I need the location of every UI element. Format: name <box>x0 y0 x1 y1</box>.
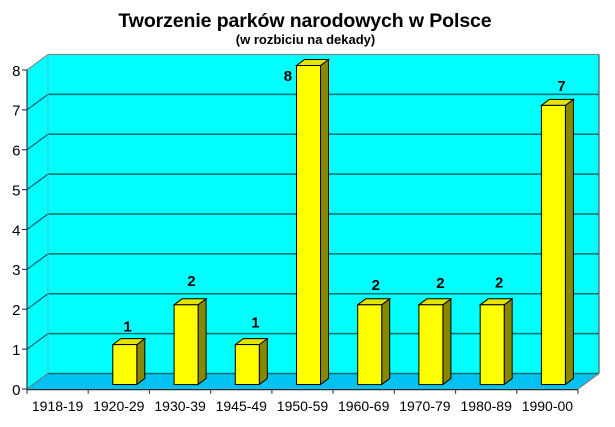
svg-text:Tworzenie parków narodowych w: Tworzenie parków narodowych w Polsce <box>118 10 491 32</box>
svg-text:7: 7 <box>12 103 20 120</box>
svg-text:6: 6 <box>12 143 20 160</box>
svg-text:1: 1 <box>123 318 131 335</box>
svg-text:3: 3 <box>12 262 20 279</box>
svg-text:8: 8 <box>12 63 20 80</box>
svg-text:2: 2 <box>187 273 195 290</box>
svg-text:1945-49: 1945-49 <box>216 398 268 414</box>
svg-text:2: 2 <box>436 275 444 292</box>
svg-text:2: 2 <box>12 302 20 319</box>
svg-text:0: 0 <box>12 382 20 399</box>
svg-text:1970-79: 1970-79 <box>399 398 451 414</box>
svg-text:1: 1 <box>12 342 20 359</box>
svg-text:5: 5 <box>12 182 20 199</box>
svg-text:1960-69: 1960-69 <box>338 398 390 414</box>
svg-text:1950-59: 1950-59 <box>277 398 329 414</box>
svg-text:1990-00: 1990-00 <box>522 398 574 414</box>
svg-text:4: 4 <box>12 222 20 239</box>
svg-text:2: 2 <box>495 275 503 292</box>
svg-text:1930-39: 1930-39 <box>154 398 206 414</box>
svg-text:2: 2 <box>372 277 380 294</box>
svg-text:8: 8 <box>284 68 292 85</box>
svg-text:(w rozbiciu na dekady): (w rozbiciu na dekady) <box>236 32 375 47</box>
svg-text:1920-29: 1920-29 <box>93 398 145 414</box>
svg-text:1980-89: 1980-89 <box>461 398 513 414</box>
svg-text:1: 1 <box>251 315 259 332</box>
svg-text:1918-19: 1918-19 <box>32 398 84 414</box>
svg-text:7: 7 <box>557 78 565 95</box>
